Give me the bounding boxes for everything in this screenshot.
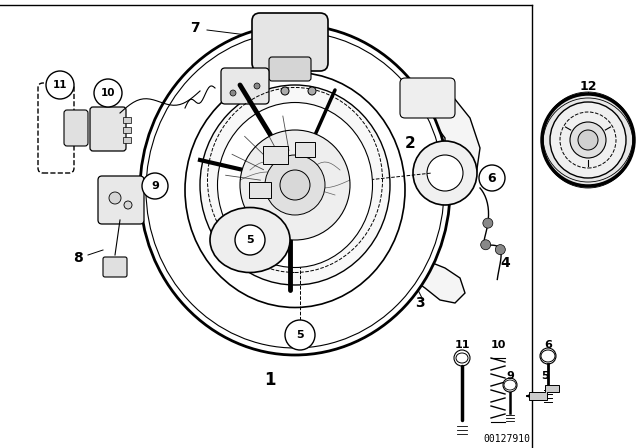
FancyBboxPatch shape [90, 107, 126, 151]
Text: 6: 6 [488, 172, 496, 185]
Circle shape [281, 87, 289, 95]
Ellipse shape [185, 73, 405, 307]
Circle shape [542, 94, 634, 186]
FancyBboxPatch shape [38, 83, 74, 173]
FancyBboxPatch shape [252, 13, 328, 71]
Text: 2: 2 [404, 135, 415, 151]
Text: 5: 5 [541, 371, 549, 381]
Text: 11: 11 [454, 340, 470, 350]
FancyBboxPatch shape [98, 176, 144, 224]
Ellipse shape [218, 103, 372, 267]
Ellipse shape [200, 85, 390, 285]
Circle shape [479, 165, 505, 191]
Text: 00127910: 00127910 [483, 434, 530, 444]
Ellipse shape [146, 32, 444, 348]
FancyBboxPatch shape [64, 110, 88, 146]
Ellipse shape [140, 25, 450, 355]
Circle shape [481, 240, 491, 250]
Bar [123, 117, 131, 123]
Circle shape [46, 71, 74, 99]
Bar [123, 127, 131, 133]
Circle shape [540, 348, 556, 364]
Circle shape [142, 173, 168, 199]
Circle shape [94, 79, 122, 107]
Circle shape [230, 90, 236, 96]
Text: 8: 8 [73, 251, 83, 265]
Circle shape [483, 218, 493, 228]
Polygon shape [529, 385, 559, 400]
Circle shape [427, 155, 463, 191]
FancyBboxPatch shape [400, 78, 455, 118]
Text: 12: 12 [579, 79, 596, 92]
Ellipse shape [456, 353, 468, 363]
FancyBboxPatch shape [269, 57, 311, 81]
Circle shape [454, 350, 470, 366]
Ellipse shape [146, 32, 444, 348]
Circle shape [109, 192, 121, 204]
Bar [295, 142, 315, 157]
Text: 3: 3 [415, 296, 425, 310]
Ellipse shape [541, 350, 555, 362]
Ellipse shape [504, 380, 516, 390]
Bar [249, 182, 271, 198]
FancyBboxPatch shape [221, 68, 269, 104]
Bar [263, 146, 288, 164]
Text: 5: 5 [246, 235, 254, 245]
Circle shape [240, 130, 350, 240]
Circle shape [254, 83, 260, 89]
Circle shape [495, 245, 506, 254]
Text: 1: 1 [264, 371, 276, 389]
Text: 10: 10 [490, 340, 506, 350]
Circle shape [280, 170, 310, 200]
Text: 9: 9 [506, 371, 514, 381]
Circle shape [235, 225, 265, 255]
Circle shape [550, 102, 626, 178]
Circle shape [413, 141, 477, 205]
Text: 9: 9 [151, 181, 159, 191]
Text: 4: 4 [500, 256, 510, 270]
Text: 10: 10 [100, 88, 115, 98]
Text: 5: 5 [296, 330, 304, 340]
Text: 11: 11 [52, 80, 67, 90]
Circle shape [503, 378, 517, 392]
Polygon shape [385, 88, 480, 203]
Bar [123, 137, 131, 143]
Circle shape [285, 320, 315, 350]
Ellipse shape [210, 207, 290, 272]
Text: 6: 6 [544, 340, 552, 350]
Polygon shape [395, 248, 465, 303]
Circle shape [308, 87, 316, 95]
Circle shape [124, 201, 132, 209]
Circle shape [570, 122, 606, 158]
Text: 7: 7 [190, 21, 200, 35]
Circle shape [578, 130, 598, 150]
Circle shape [265, 155, 325, 215]
FancyBboxPatch shape [103, 257, 127, 277]
